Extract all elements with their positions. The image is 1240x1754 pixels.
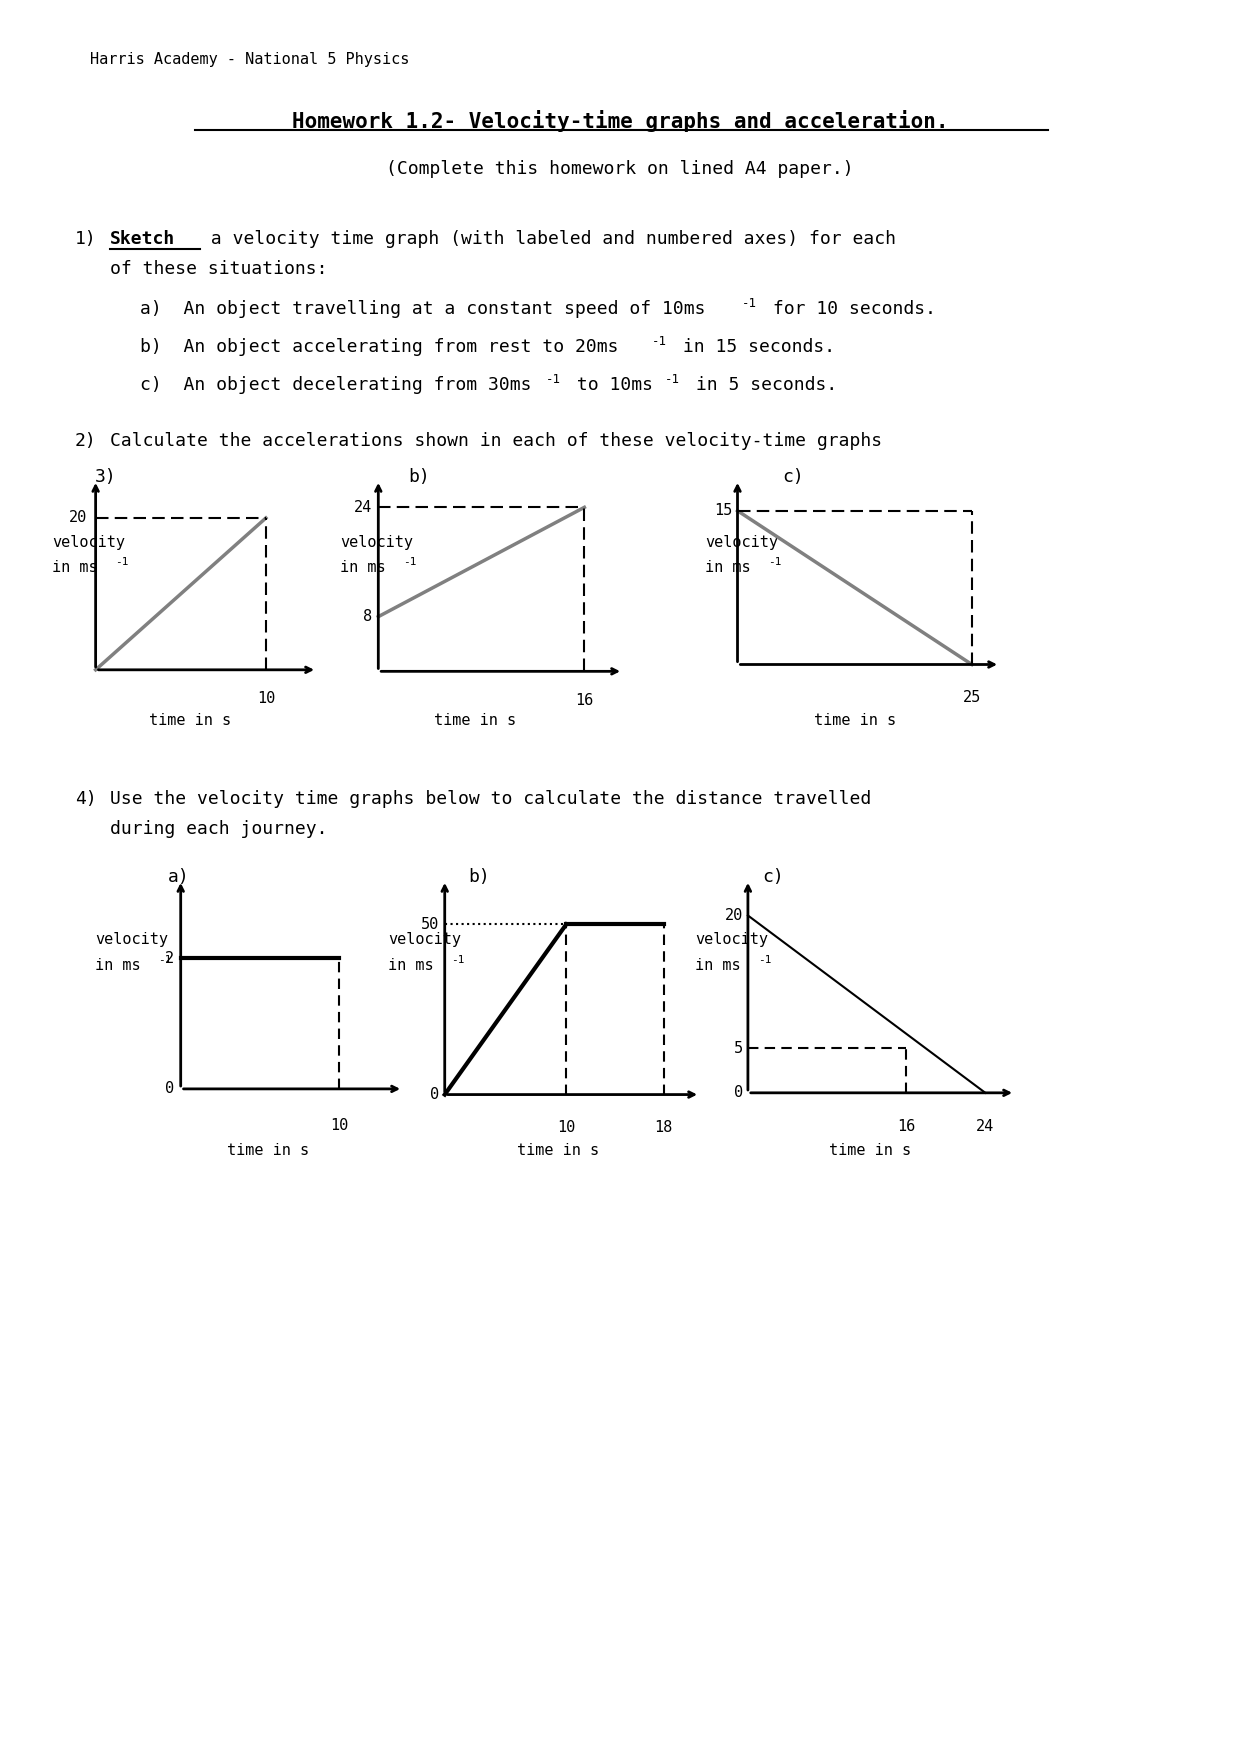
Text: velocity: velocity <box>340 535 413 551</box>
Text: 4): 4) <box>74 789 97 809</box>
Text: a): a) <box>167 868 190 886</box>
Text: 0: 0 <box>165 1082 175 1096</box>
Text: 3): 3) <box>95 468 117 486</box>
Text: velocity: velocity <box>388 931 461 947</box>
Text: time in s: time in s <box>434 712 516 728</box>
Text: b): b) <box>467 868 490 886</box>
Text: b)  An object accelerating from rest to 20ms: b) An object accelerating from rest to 2… <box>140 339 619 356</box>
Text: in ms: in ms <box>388 958 434 973</box>
Text: Calculate the accelerations shown in each of these velocity-time graphs: Calculate the accelerations shown in eac… <box>110 431 882 451</box>
Text: 1): 1) <box>74 230 97 247</box>
Text: c): c) <box>763 868 784 886</box>
Text: Homework 1.2- Velocity-time graphs and acceleration.: Homework 1.2- Velocity-time graphs and a… <box>291 111 949 132</box>
Text: of these situations:: of these situations: <box>110 260 327 277</box>
Text: -1: -1 <box>403 558 417 567</box>
Text: -1: -1 <box>742 296 756 310</box>
Text: time in s: time in s <box>227 1144 309 1158</box>
Text: 0: 0 <box>734 1086 743 1100</box>
Text: b): b) <box>408 468 430 486</box>
Text: 10: 10 <box>330 1119 348 1133</box>
Text: 50: 50 <box>420 917 439 931</box>
Text: Sketch: Sketch <box>110 230 175 247</box>
Text: velocity: velocity <box>52 535 125 551</box>
Text: 5: 5 <box>734 1040 743 1056</box>
Text: time in s: time in s <box>828 1144 911 1158</box>
Text: c)  An object decelerating from 30ms: c) An object decelerating from 30ms <box>140 375 532 395</box>
Text: 16: 16 <box>897 1119 915 1135</box>
Text: 24: 24 <box>976 1119 994 1135</box>
Text: in ms: in ms <box>706 560 750 575</box>
Text: (Complete this homework on lined A4 paper.): (Complete this homework on lined A4 pape… <box>386 160 854 177</box>
Text: 18: 18 <box>655 1121 672 1135</box>
Text: -1: -1 <box>758 954 771 965</box>
Text: 16: 16 <box>575 693 594 709</box>
Text: to 10ms: to 10ms <box>565 375 653 395</box>
Text: in ms: in ms <box>95 958 140 973</box>
Text: velocity: velocity <box>694 931 768 947</box>
Text: in 15 seconds.: in 15 seconds. <box>672 339 835 356</box>
Text: in 5 seconds.: in 5 seconds. <box>684 375 837 395</box>
Text: 20: 20 <box>69 510 87 526</box>
Text: time in s: time in s <box>517 1144 599 1158</box>
Text: 10: 10 <box>257 691 275 707</box>
Text: Harris Academy - National 5 Physics: Harris Academy - National 5 Physics <box>91 53 409 67</box>
Text: 20: 20 <box>724 909 743 923</box>
Text: -1: -1 <box>652 335 667 347</box>
Text: 24: 24 <box>353 500 372 516</box>
Text: 8: 8 <box>363 609 372 624</box>
Text: time in s: time in s <box>813 712 897 728</box>
Text: -1: -1 <box>157 954 171 965</box>
Text: in ms: in ms <box>694 958 740 973</box>
Text: -1: -1 <box>115 558 129 567</box>
Text: in ms: in ms <box>52 560 98 575</box>
Text: Use the velocity time graphs below to calculate the distance travelled: Use the velocity time graphs below to ca… <box>110 789 872 809</box>
Text: in ms: in ms <box>340 560 386 575</box>
Text: a velocity time graph (with labeled and numbered axes) for each: a velocity time graph (with labeled and … <box>200 230 897 247</box>
Text: 15: 15 <box>714 503 733 517</box>
Text: for 10 seconds.: for 10 seconds. <box>763 300 936 317</box>
Text: a)  An object travelling at a constant speed of 10ms: a) An object travelling at a constant sp… <box>140 300 706 317</box>
Text: velocity: velocity <box>95 931 167 947</box>
Text: time in s: time in s <box>149 712 231 728</box>
Text: -1: -1 <box>451 954 465 965</box>
Text: -1: -1 <box>665 374 680 386</box>
Text: 0: 0 <box>429 1087 439 1102</box>
Text: 2: 2 <box>165 951 175 966</box>
Text: velocity: velocity <box>706 535 777 551</box>
Text: c): c) <box>782 468 804 486</box>
Text: 25: 25 <box>962 689 981 705</box>
Text: -1: -1 <box>768 558 781 567</box>
Text: 2): 2) <box>74 431 97 451</box>
Text: 10: 10 <box>557 1121 575 1135</box>
Text: -1: -1 <box>546 374 560 386</box>
Text: during each journey.: during each journey. <box>110 821 327 838</box>
